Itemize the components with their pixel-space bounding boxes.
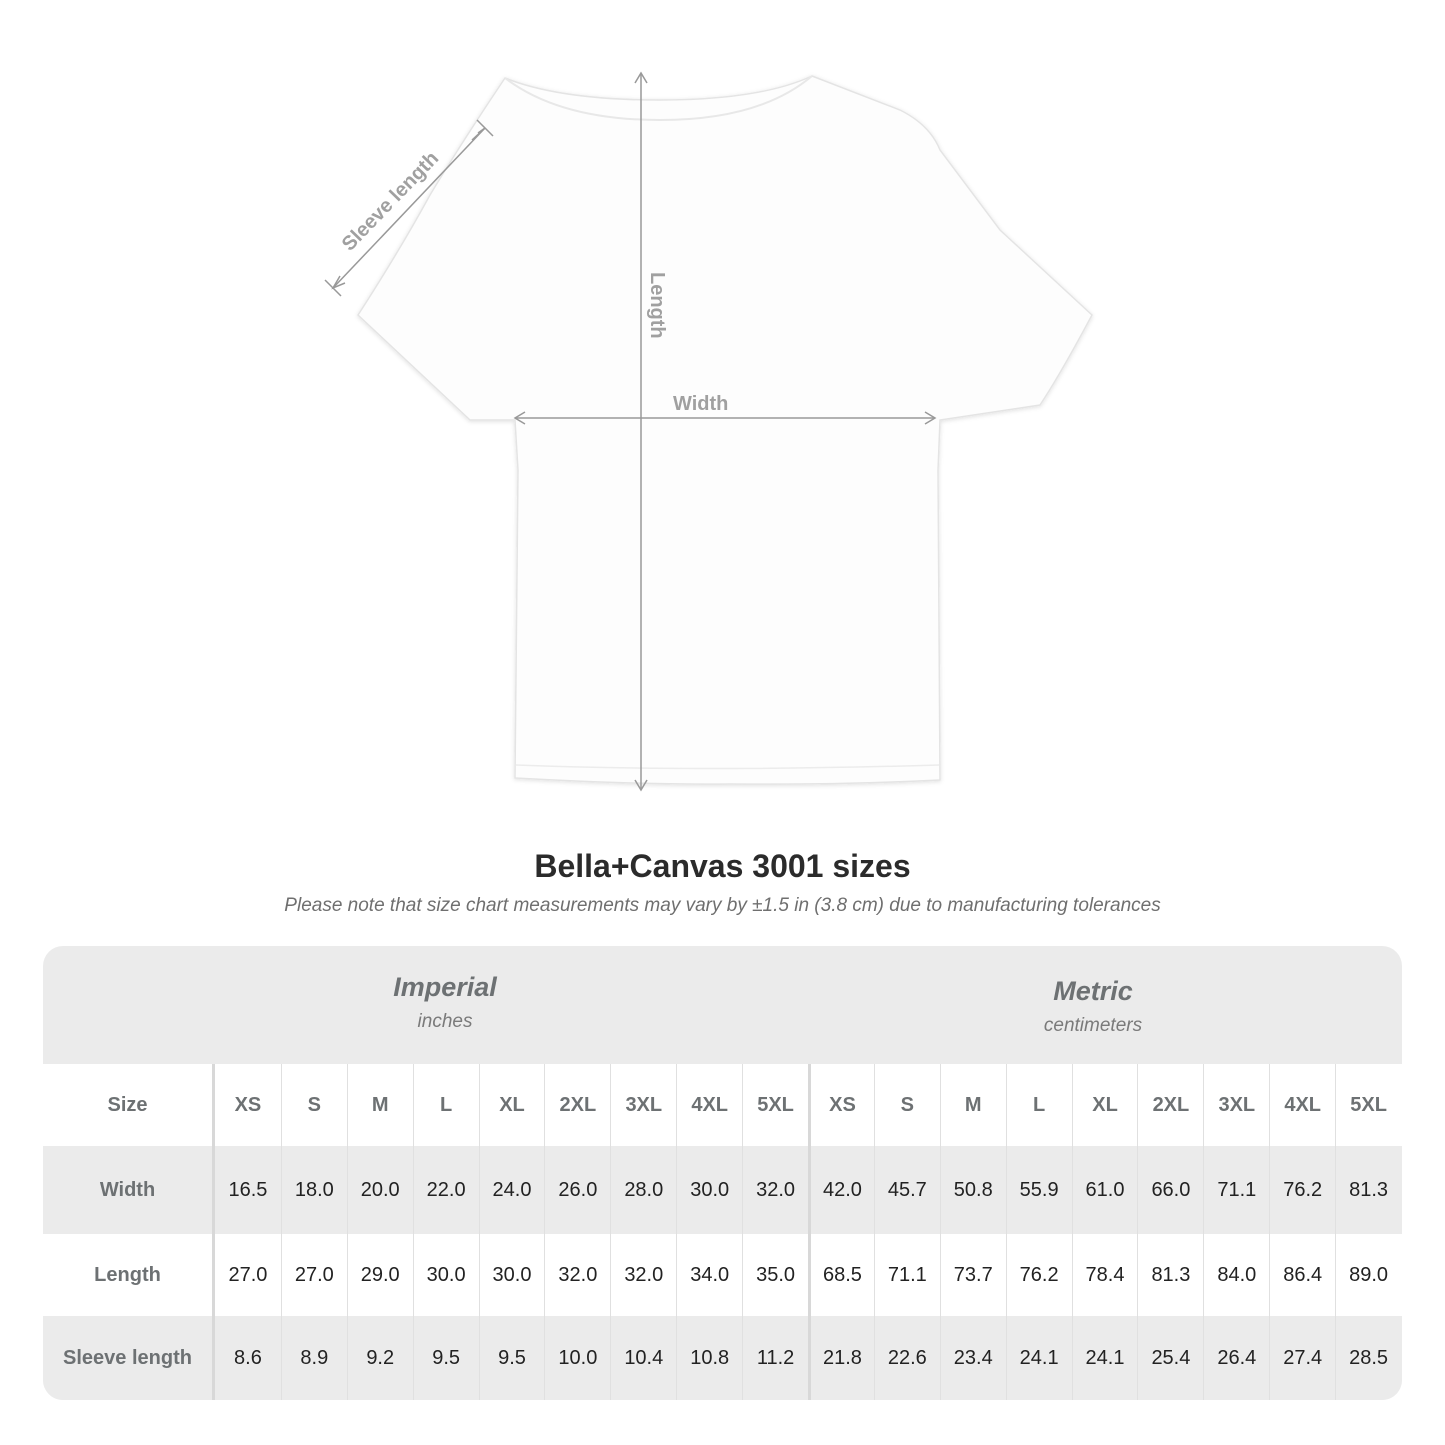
value-cell-metric: 68.5	[808, 1234, 874, 1316]
imperial-title: Imperial	[393, 972, 497, 1002]
value-cell-metric: 89.0	[1335, 1234, 1401, 1316]
value-cell-metric: 81.3	[1335, 1146, 1401, 1234]
value-cell-imperial: 20.0	[346, 1146, 413, 1234]
value-cell-metric: 24.1	[1071, 1316, 1138, 1400]
value-cell-metric: 76.2	[1005, 1234, 1072, 1316]
value-cell-metric: 73.7	[939, 1234, 1006, 1316]
value-cell-imperial: 32.0	[742, 1146, 808, 1234]
t-shirt-shape	[357, 75, 1093, 785]
value-cell-imperial: 18.0	[280, 1146, 347, 1234]
table-row: Length 27.0 27.0 29.0 30.0 30.0 32.0 32.0 34.0 35…	[43, 1234, 1402, 1316]
size-header-metric: 2XL	[1137, 1064, 1203, 1146]
value-cell-metric: 21.8	[808, 1316, 874, 1400]
value-cell-metric: 22.6	[873, 1316, 940, 1400]
length-label: Length	[646, 272, 668, 339]
value-cell-imperial: 30.0	[478, 1234, 545, 1316]
value-cell-metric: 25.4	[1137, 1316, 1203, 1400]
value-cell-metric: 26.4	[1203, 1316, 1269, 1400]
size-header-imperial: 4XL	[676, 1064, 742, 1146]
value-cell-imperial: 32.0	[544, 1234, 610, 1316]
size-header-imperial: S	[280, 1064, 347, 1146]
value-cell-imperial: 27.0	[280, 1234, 347, 1316]
tolerance-note: Please note that size chart measurements…	[284, 895, 1161, 916]
width-label: Width	[673, 393, 728, 415]
value-cell-metric: 66.0	[1137, 1146, 1203, 1234]
collar	[504, 75, 813, 122]
metric-title: Metric	[1053, 976, 1133, 1006]
value-cell-imperial: 34.0	[676, 1234, 742, 1316]
value-cell-metric: 78.4	[1071, 1234, 1138, 1316]
value-cell-metric: 55.9	[1005, 1146, 1072, 1234]
size-header-metric: S	[873, 1064, 940, 1146]
value-cell-metric: 45.7	[873, 1146, 940, 1234]
value-cell-imperial: 9.5	[412, 1316, 479, 1400]
value-cell-imperial: 16.5	[228, 1178, 268, 1201]
value-cell-imperial: 30.0	[676, 1146, 742, 1234]
size-header-imperial: 2XL	[544, 1064, 610, 1146]
row-label: Length	[43, 1234, 215, 1316]
value-cell-imperial: 8.6	[234, 1346, 262, 1369]
size-header-metric: XS	[808, 1064, 874, 1146]
size-header-imperial: XS	[234, 1093, 262, 1116]
hem-stitch	[515, 764, 940, 770]
size-header-metric: XL	[1071, 1064, 1138, 1146]
value-cell-imperial: 35.0	[742, 1234, 808, 1316]
size-header-metric: L	[1005, 1064, 1072, 1146]
value-cell-imperial: 28.0	[610, 1146, 676, 1234]
value-cell-metric: 71.1	[873, 1234, 940, 1316]
value-cell-metric: 23.4	[939, 1316, 1006, 1400]
value-cell-metric: 27.4	[1269, 1316, 1335, 1400]
t-shirt-diagram: Sleeve length Length Width	[324, 71, 1093, 792]
value-cell-metric: 50.8	[939, 1146, 1006, 1234]
value-cell-metric: 81.3	[1137, 1234, 1203, 1316]
value-cell-metric: 28.5	[1335, 1316, 1401, 1400]
table-row: Width 16.5 18.0 20.0 22.0 24.0 26.0 28.0 30.0 32.…	[43, 1146, 1402, 1234]
value-cell-imperial: 9.5	[478, 1316, 545, 1400]
value-cell-imperial: 24.0	[478, 1146, 545, 1234]
value-cell-metric: 84.0	[1203, 1234, 1269, 1316]
value-cell-imperial: 9.2	[346, 1316, 413, 1400]
page-title: Bella+Canvas 3001 sizes	[534, 848, 911, 884]
metric-unit: centimeters	[1043, 1015, 1143, 1036]
value-cell-imperial: 27.0	[228, 1263, 268, 1286]
value-cell-imperial: 10.8	[676, 1316, 742, 1400]
row-label: Size	[43, 1064, 215, 1146]
value-cell-metric: 86.4	[1269, 1234, 1335, 1316]
size-header-row: Size XS S M L XL 2XL 3XL 4XL 5XL XS S M L XL 2XL 3XL 4XL 5…	[43, 1064, 1402, 1146]
value-cell-metric: 24.1	[1005, 1316, 1072, 1400]
size-table: Imperial inches Metric centimeters Size X…	[43, 946, 1402, 1400]
size-header-metric: 4XL	[1269, 1064, 1335, 1146]
measurement-arrows	[324, 71, 937, 792]
value-cell-imperial: 32.0	[610, 1234, 676, 1316]
value-cell-imperial: 26.0	[544, 1146, 610, 1234]
size-header-imperial: 3XL	[610, 1064, 676, 1146]
value-cell-imperial: 10.4	[610, 1316, 676, 1400]
size-header-imperial: M	[346, 1064, 413, 1146]
row-label: Width	[43, 1146, 215, 1234]
value-cell-imperial: 29.0	[346, 1234, 413, 1316]
size-header-metric: 3XL	[1203, 1064, 1269, 1146]
value-cell-metric: 71.1	[1203, 1146, 1269, 1234]
table-row: Sleeve length 8.6 8.9 9.2 9.5 9.5 10.0 10.4 10.8…	[43, 1316, 1402, 1400]
value-cell-imperial: 22.0	[412, 1146, 479, 1234]
size-header-metric: M	[939, 1064, 1006, 1146]
imperial-unit: inches	[417, 1011, 473, 1032]
size-header-imperial: L	[412, 1064, 479, 1146]
row-label: Sleeve length	[43, 1316, 215, 1400]
value-cell-imperial: 10.0	[544, 1316, 610, 1400]
size-header-imperial: XL	[478, 1064, 545, 1146]
value-cell-imperial: 30.0	[412, 1234, 479, 1316]
value-cell-imperial: 11.2	[742, 1316, 808, 1400]
value-cell-imperial: 8.9	[280, 1316, 347, 1400]
metric-header: Metric centimeters	[863, 950, 1323, 1068]
value-cell-metric: 76.2	[1269, 1146, 1335, 1234]
imperial-header: Imperial inches	[215, 946, 675, 1064]
size-header-imperial: 5XL	[742, 1064, 808, 1146]
value-cell-metric: 42.0	[808, 1146, 874, 1234]
size-header-metric: 5XL	[1335, 1064, 1401, 1146]
value-cell-metric: 61.0	[1071, 1146, 1138, 1234]
